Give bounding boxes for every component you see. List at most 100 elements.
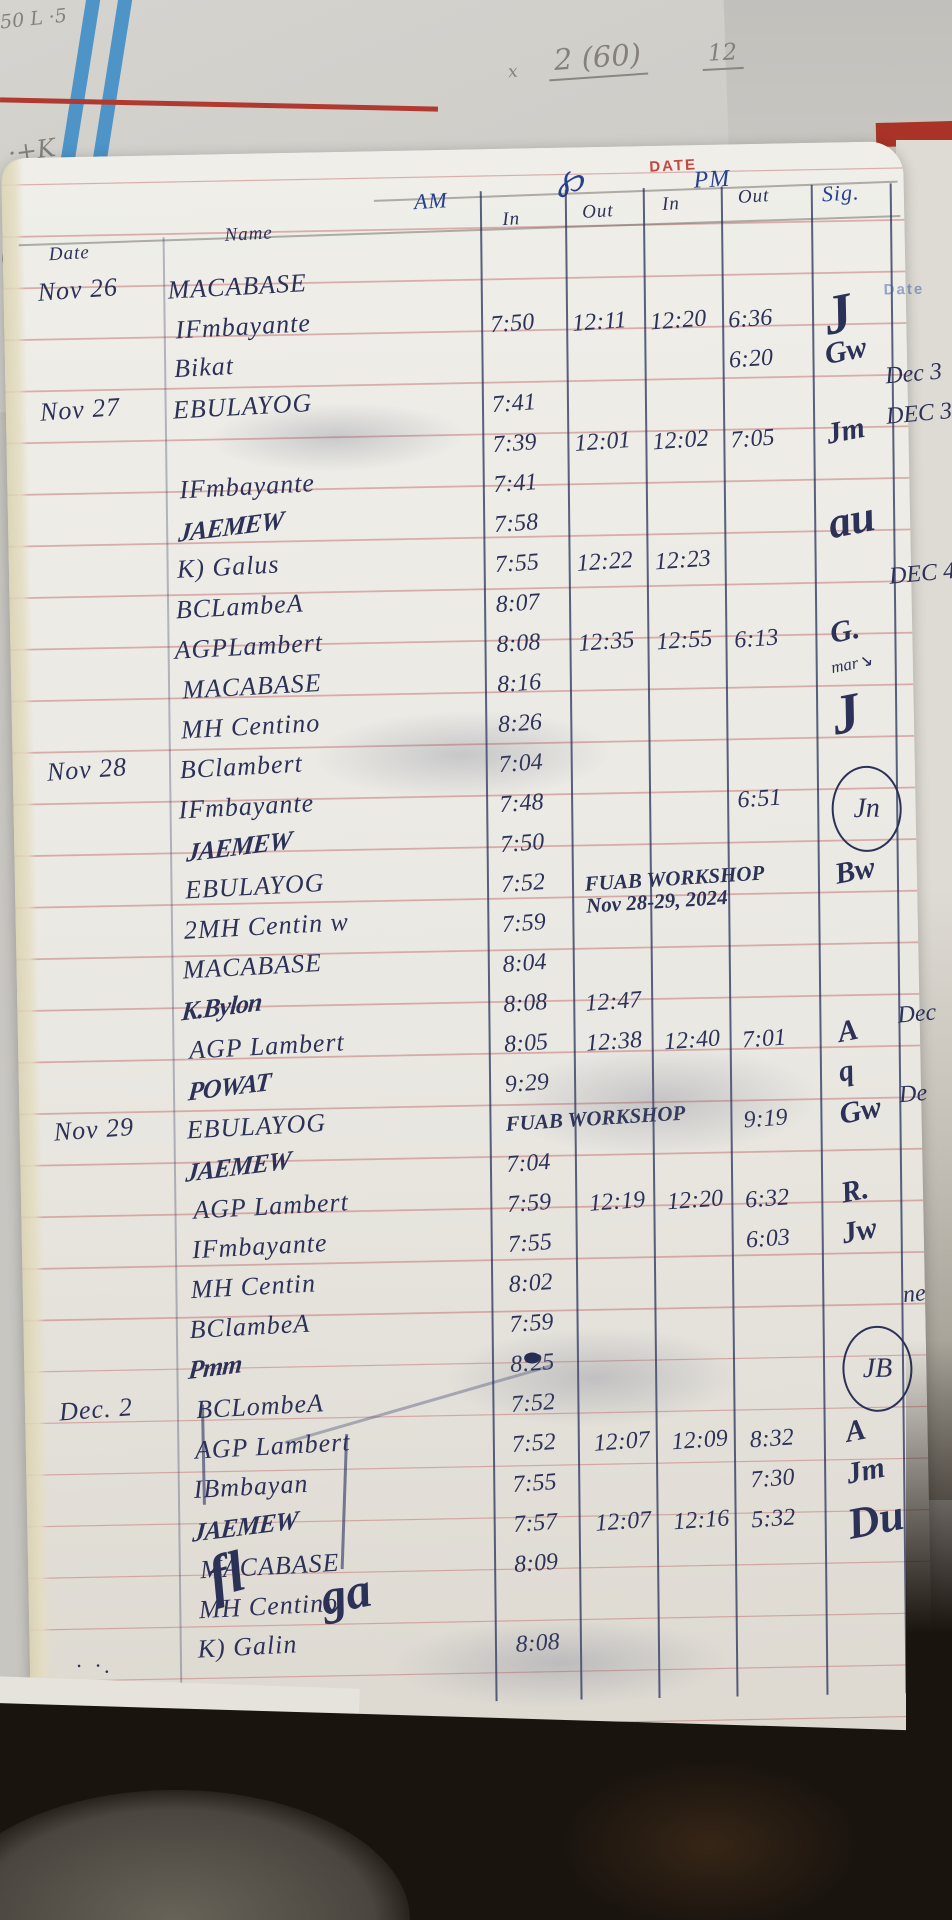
cell-time-pm-in: 12:20 (649, 305, 708, 336)
signature: Du (843, 1489, 908, 1549)
table-vertical-line (642, 188, 661, 1699)
floor-brown-patch (560, 1760, 860, 1920)
cell-time-am-in: 8:08 (495, 629, 542, 659)
cell-name: EBULAYOG (185, 1107, 327, 1145)
cell-time-pm-in: 12:02 (651, 425, 710, 456)
margin-date-note: Dec 3 (884, 358, 943, 390)
ink-bleed-smudge (498, 1042, 821, 1160)
margin-date-note: DEC 3 (885, 397, 952, 430)
cell-name: MACABASE (181, 947, 323, 985)
cell-time-pm-out: 5:32 (750, 1504, 797, 1534)
logbook-page: DATE AM PM Date Name In Out In Out Sig. … (1, 141, 952, 1759)
workshop-note-line2: Nov 28-29, 2024 (585, 884, 729, 918)
cell-time-am-in: 7:57 (512, 1508, 559, 1538)
cell-name: JAEMEW (184, 1145, 292, 1188)
signature: mar↘ (829, 650, 874, 678)
cell-name: JAEMEW (177, 505, 285, 548)
margin-date-note: De (898, 1079, 929, 1109)
cell-time-am-in: 7:41 (490, 389, 537, 419)
signature: J (826, 681, 866, 748)
cell-name: AGP Lambert (192, 1187, 350, 1225)
header-rule-line (18, 215, 901, 247)
cell-time-am-out: 12:19 (588, 1186, 647, 1217)
cell-time-am-in: 7:55 (507, 1228, 553, 1259)
col-header-pm-out: Out (737, 185, 770, 208)
cell-time-am-in: 7:59 (500, 908, 547, 939)
cell-time-am-in: 7:55 (494, 549, 540, 579)
cell-time-pm-out: 6:32 (744, 1184, 790, 1214)
margin-date-note: Date (883, 280, 925, 299)
cell-date: Nov 26 (36, 272, 119, 307)
table-vertical-line (162, 237, 183, 1708)
cell-name: MACABASE (166, 268, 308, 305)
signature: Gw (822, 330, 870, 371)
cell-time-am-in: 8:09 (513, 1548, 559, 1578)
cell-time-am-out: 12:47 (584, 986, 643, 1017)
blue-pen-squiggle: ℘ (555, 153, 590, 202)
printed-date-label: DATE (648, 156, 698, 176)
table-vertical-line (810, 184, 829, 1695)
shadow-right (906, 1340, 952, 1760)
cell-time-am-in: 7:41 (492, 469, 539, 499)
signature: Jm (843, 1450, 888, 1491)
signature: Bw (831, 850, 878, 891)
cell-name: BClambert (179, 748, 304, 785)
cell-time-am-in: 7:52 (500, 868, 546, 899)
cell-time-pm-out: 8:32 (748, 1424, 795, 1454)
cell-name: 2MH Centin w (183, 907, 350, 945)
cell-name: BCLombeA (195, 1388, 325, 1425)
cell-time-am-in: 7:50 (499, 829, 546, 859)
cell-time-pm-out: 6:13 (733, 624, 780, 654)
signature: G. (827, 611, 863, 650)
signature: A (842, 1412, 869, 1449)
cell-name: K.Bylon (180, 987, 263, 1027)
cell-name: Pmm (187, 1348, 243, 1386)
cell-name: IBmbayan (192, 1468, 310, 1504)
cell-time-pm-out: 6:36 (727, 304, 774, 334)
ink-bleed-smudge (205, 399, 468, 475)
cell-time-am-out: 12:07 (594, 1506, 653, 1537)
cell-time-pm-out: 6:03 (745, 1224, 791, 1254)
cell-name: MACABASE (181, 667, 323, 705)
cell-name: AGP Lambert (188, 1027, 346, 1065)
cell-time-am-out: 12:35 (577, 626, 636, 657)
cell-time-pm-out: 7:05 (729, 424, 776, 454)
cell-name: Bikat (173, 350, 235, 384)
ink-bleed-smudge (443, 1324, 746, 1431)
cell-name: JAEMEW (191, 1505, 299, 1548)
pencil-page-number: 12 (701, 38, 745, 72)
signature: Jw (838, 1211, 880, 1251)
cell-time-am-in: 8:07 (494, 589, 541, 619)
cell-time-pm-in: 12:09 (670, 1425, 729, 1456)
cell-name: IFmbayante (174, 308, 312, 345)
cell-name: POWAT (186, 1066, 272, 1107)
signature: au (823, 491, 879, 549)
signature: q (835, 1053, 857, 1089)
cell-date: Dec. 2 (58, 1392, 134, 1427)
cell-name: MH Centin (190, 1268, 317, 1305)
signature-circled: Jn (830, 765, 903, 853)
col-header-sig: Sig. (821, 179, 861, 207)
cell-time-am-out: 12:01 (573, 426, 632, 457)
cell-time-pm-in: 12:55 (655, 625, 714, 656)
header-rule-line (373, 180, 898, 202)
cell-name: K) Galin (196, 1629, 299, 1664)
cell-name: K) Galus (176, 549, 281, 584)
margin-scribble: ga (315, 1560, 376, 1626)
cell-name: EBULAYOG (184, 867, 326, 905)
cell-time-am-in: 7:39 (491, 429, 538, 459)
ink-bleed-smudge (389, 1614, 731, 1712)
cell-name: AGP Lambert (194, 1427, 352, 1465)
cell-name: IFmbayante (177, 788, 315, 825)
cell-time-am-in: 8:02 (507, 1268, 554, 1298)
cell-time-pm-in: 12:16 (672, 1505, 731, 1536)
cell-time-am-in: 8:08 (502, 988, 549, 1019)
margin-date-note: Dec (896, 999, 938, 1029)
workshop-note: FUAB WORKSHOP Nov 28-29, 2024 (584, 857, 836, 918)
cell-time-am-in: 7:55 (511, 1468, 558, 1498)
cell-name: AGPLambert (173, 627, 324, 665)
cell-time-am-in: 7:50 (489, 309, 536, 339)
col-header-pm-in: In (661, 193, 681, 216)
cell-time-pm-in: 12:23 (653, 545, 712, 576)
